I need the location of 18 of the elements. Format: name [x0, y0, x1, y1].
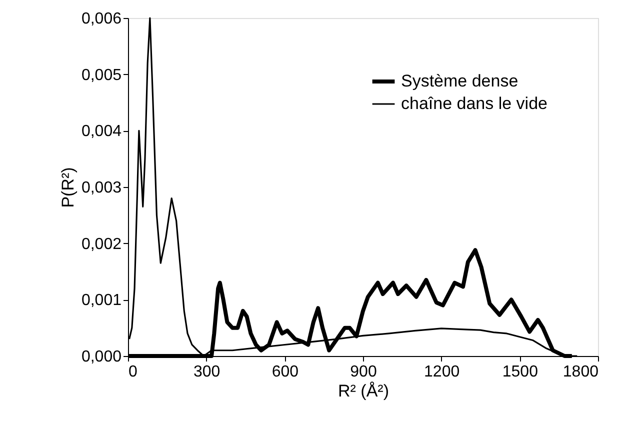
y-tick-label: 0,001 [81, 292, 122, 310]
y-tick-label: 0,002 [81, 236, 122, 253]
x-tick-label: 300 [193, 364, 220, 380]
x-tick-label: 900 [350, 364, 377, 380]
y-tick-label: 0,000 [81, 348, 122, 366]
x-tick-label: 600 [272, 364, 299, 380]
y-axis-title: P(R²) [58, 167, 78, 208]
y-tick-label: 0,006 [81, 10, 122, 28]
y-tick-label: 0,003 [81, 180, 122, 196]
legend-label: Système dense [401, 72, 518, 90]
y-tick-label: 0,005 [81, 66, 122, 84]
x-tick-label: 1500 [502, 364, 538, 380]
y-tick-label: 0,004 [81, 123, 122, 140]
x-axis-title: R² (Å²) [338, 382, 389, 400]
x-tick-label: 1800 [562, 364, 599, 380]
x-tick-label: 0 [128, 364, 138, 380]
x-tick-label: 1200 [424, 364, 460, 380]
legend-label: chaîne dans le vide [401, 94, 548, 113]
